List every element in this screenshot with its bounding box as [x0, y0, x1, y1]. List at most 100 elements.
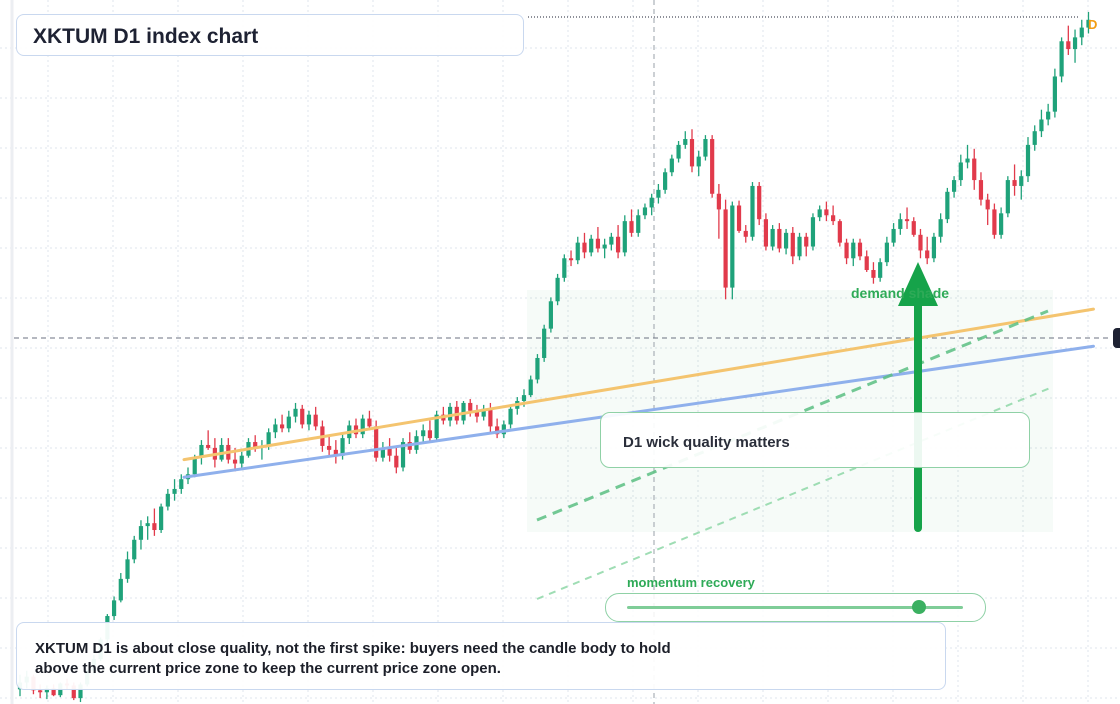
candle-up [945, 191, 950, 220]
demand-shade-label: demand shade [851, 285, 950, 301]
candle-up [1086, 19, 1091, 28]
candle-down [206, 444, 211, 448]
candle-up [1039, 119, 1044, 132]
candle-up [884, 242, 889, 263]
candle-up [1046, 111, 1051, 120]
candle-down [1012, 180, 1017, 186]
candle-up [636, 215, 641, 233]
candle-up [555, 277, 560, 302]
candle-down [313, 414, 318, 427]
candle-up [1025, 144, 1031, 177]
candle-down [468, 402, 473, 411]
candle-up [138, 526, 144, 540]
candle-up [1052, 76, 1057, 112]
candle-up [663, 172, 668, 190]
candle-down [736, 205, 742, 231]
up-arrow-head [898, 262, 938, 306]
candle-up [508, 408, 513, 425]
candle-up [286, 416, 291, 429]
candle-up [649, 197, 654, 208]
candle-up [622, 221, 627, 253]
candle-down [232, 459, 238, 464]
trendline-orange [182, 307, 1095, 462]
candle-up [481, 408, 486, 417]
candle-up [179, 479, 184, 489]
candle-up [266, 432, 271, 446]
candle-down [615, 236, 621, 253]
candle-down [427, 430, 433, 439]
caption-line-2: above the current price zone to keep the… [35, 660, 501, 677]
candle-down [1066, 41, 1071, 50]
candle-up [1059, 41, 1064, 77]
price-scale-handle-icon[interactable] [1113, 328, 1120, 348]
candle-up [125, 559, 130, 579]
daily-marker: D [1088, 17, 1098, 32]
projection-dashed-soft [536, 387, 1051, 600]
candle-down [763, 219, 769, 247]
candle-up [891, 228, 896, 243]
candle-up [1005, 180, 1010, 214]
candle-up [273, 424, 278, 433]
candle-up [501, 424, 506, 435]
candle-up [111, 600, 117, 617]
candle-up [360, 418, 365, 435]
candle-up [999, 213, 1004, 235]
candle-up [1032, 131, 1037, 145]
candle-up [239, 455, 244, 464]
candle-down [864, 256, 869, 271]
candle-up [1079, 27, 1084, 38]
momentum-track [627, 606, 963, 609]
candle-up [851, 242, 856, 259]
candle-up [602, 244, 607, 249]
candle-up [931, 236, 937, 259]
candle-down [992, 209, 997, 235]
momentum-slider[interactable] [605, 593, 986, 622]
candle-up [797, 236, 802, 257]
candle-up [958, 162, 963, 181]
candle-up [676, 144, 681, 159]
momentum-knob[interactable] [912, 600, 927, 614]
candle-up [965, 158, 970, 163]
candle-down [582, 242, 587, 253]
candle-up [609, 236, 614, 245]
candle-down [837, 221, 842, 243]
candle-down [723, 209, 728, 288]
candle-up [145, 523, 150, 527]
candle-down [474, 410, 480, 417]
candle-down [824, 209, 829, 216]
candle-up [542, 328, 547, 358]
candle-down [253, 442, 258, 448]
candle-up [750, 185, 755, 237]
candle-up [44, 688, 49, 693]
candle-up [669, 158, 674, 173]
candle-down [911, 221, 916, 235]
candle-down [71, 685, 76, 699]
candle-down [978, 180, 984, 200]
candle-down [857, 242, 863, 257]
candle-up [810, 217, 816, 247]
chart-guides [14, 0, 1112, 704]
chart-caption: XKTUM D1 is about close quality, not the… [16, 622, 946, 690]
candle-up [642, 207, 648, 216]
candle-up [535, 357, 540, 380]
candle-down [333, 449, 338, 456]
candle-down [595, 238, 601, 249]
candle-up [548, 301, 553, 329]
candle-up [703, 139, 708, 157]
candle-up [683, 139, 688, 145]
candle-up [878, 262, 883, 278]
candle-up [400, 442, 406, 468]
candle-down [629, 221, 634, 233]
candle-up [656, 189, 661, 198]
candle-down [689, 139, 695, 167]
candle-down [367, 418, 372, 427]
candle-down [495, 426, 500, 435]
candle-down [716, 193, 721, 210]
candle-up [562, 258, 567, 278]
caption-line-1: XKTUM D1 is about close quality, not the… [35, 640, 671, 657]
candle-down [777, 228, 782, 249]
candle-up [306, 414, 312, 425]
candle-up [528, 379, 533, 396]
candle-up [165, 493, 170, 507]
